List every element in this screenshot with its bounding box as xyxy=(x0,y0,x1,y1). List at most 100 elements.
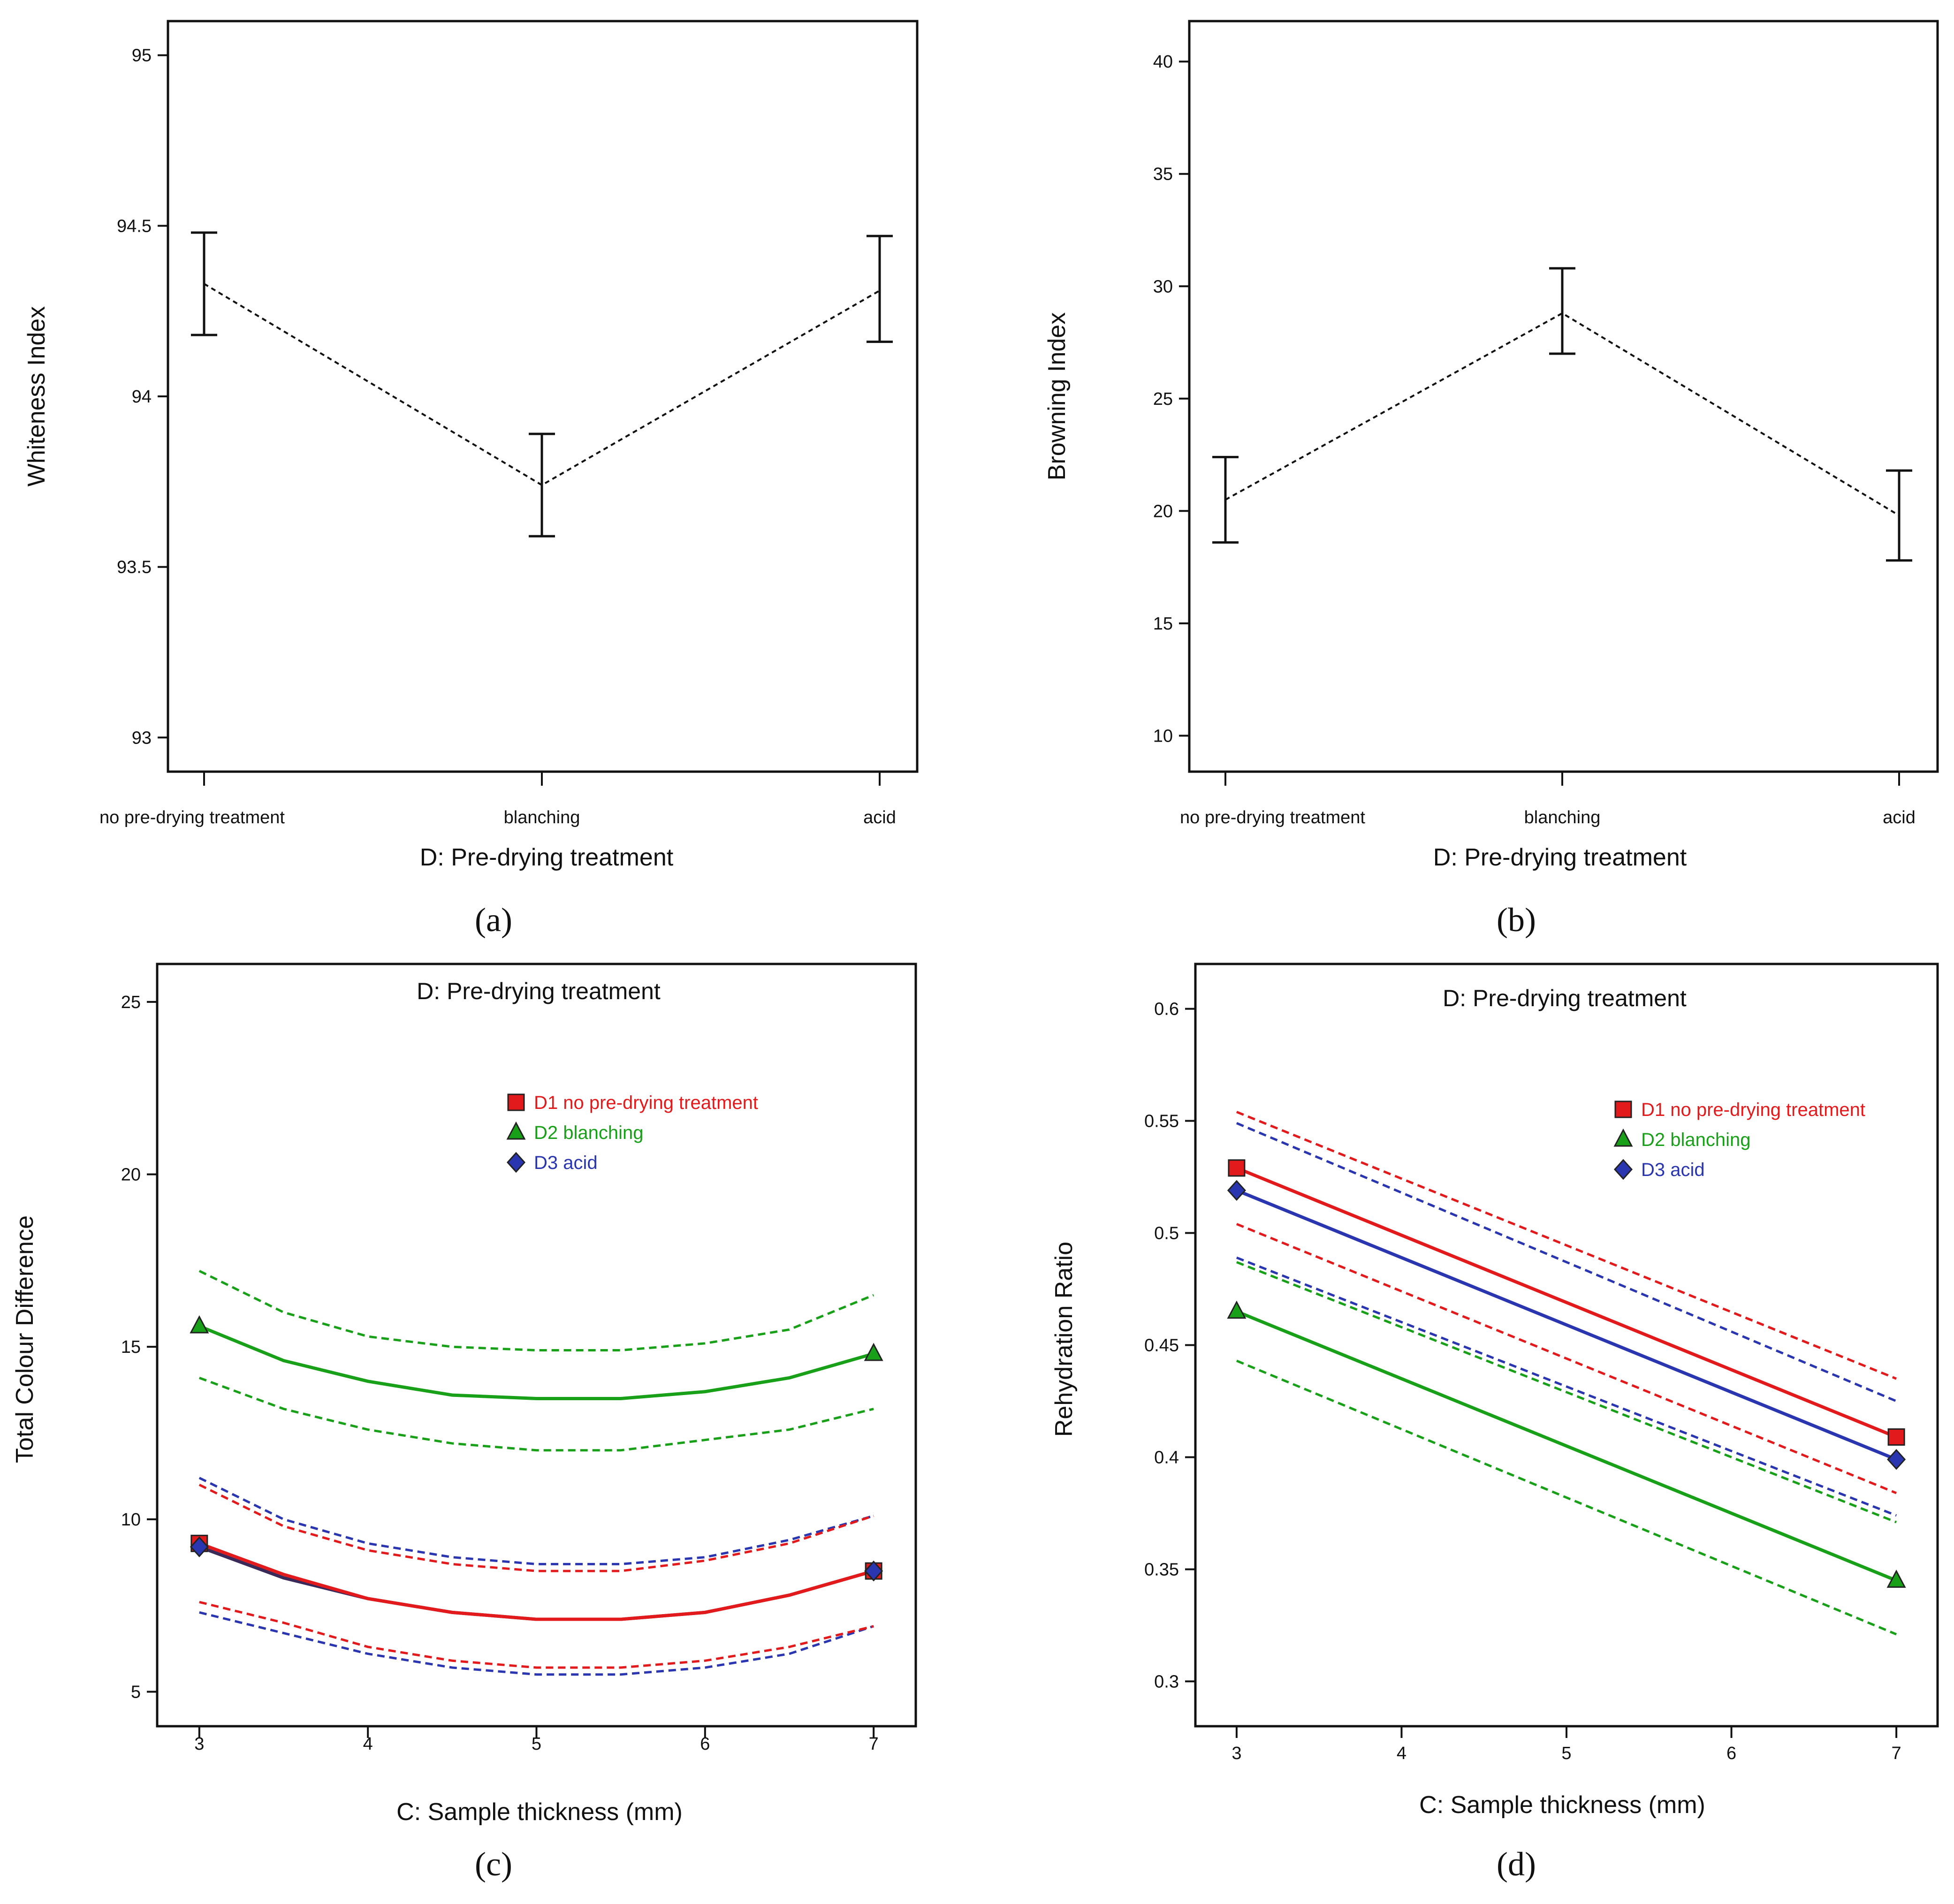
marker-d-diamond xyxy=(1227,1180,1246,1201)
x-tick-label-d: 3 xyxy=(1232,1744,1241,1763)
mean-line-b xyxy=(1225,312,1900,516)
inner-title-c: D: Pre-drying treatment xyxy=(417,978,661,1004)
marker-c-triangle xyxy=(864,1343,883,1361)
x-tick-label-c: 4 xyxy=(363,1734,373,1754)
legend-label-d-red: D1 no pre-drying treatment xyxy=(1641,1100,1865,1120)
x-tick-label-a: blanching xyxy=(504,808,580,827)
legend-label-c-green: D2 blanching xyxy=(534,1123,644,1143)
y-tick-label-d: 0.3 xyxy=(1154,1672,1179,1692)
legend-marker-c-blue xyxy=(506,1152,526,1173)
y-tick-label-d: 0.45 xyxy=(1144,1336,1179,1356)
marker-d-triangle xyxy=(1227,1300,1247,1319)
y-tick-label-a: 93 xyxy=(132,728,152,748)
x-tick-label-c: 3 xyxy=(194,1734,204,1754)
ci-upper-d-green xyxy=(1236,1261,1897,1524)
legend-marker-c-green xyxy=(506,1121,526,1140)
y-tick-label-a: 93.5 xyxy=(117,558,152,577)
y-tick-label-a: 94 xyxy=(132,387,152,407)
y-axis-title-c: Total Colour Difference xyxy=(11,1215,38,1463)
x-tick-label-c: 5 xyxy=(532,1734,541,1754)
ci-upper-c-blue xyxy=(198,1477,874,1565)
ci-upper-c-green xyxy=(198,1270,874,1352)
panel-caption-a: (a) xyxy=(475,901,512,939)
panel-caption-b: (b) xyxy=(1497,901,1536,939)
y-tick-label-d: 0.4 xyxy=(1154,1448,1179,1467)
ci-lower-d-green xyxy=(1236,1359,1897,1636)
legend-marker-d-blue xyxy=(1613,1159,1633,1180)
y-tick-label-b: 15 xyxy=(1153,614,1173,634)
plot-frame-a xyxy=(167,20,919,773)
marker-c-diamond xyxy=(190,1536,209,1557)
legend-label-d-green: D2 blanching xyxy=(1641,1130,1751,1150)
ci-upper-c-red xyxy=(198,1484,874,1572)
plot-frame-c xyxy=(156,963,917,1728)
x-tick-label-c: 7 xyxy=(869,1734,879,1754)
x-tick-label-b: blanching xyxy=(1524,808,1601,827)
mean-line-c-green xyxy=(198,1324,874,1400)
panel-caption-d: (d) xyxy=(1497,1845,1536,1883)
marker-d-diamond xyxy=(1887,1449,1906,1470)
x-axis-title-d: C: Sample thickness (mm) xyxy=(1419,1791,1705,1819)
x-tick-label-d: 7 xyxy=(1892,1744,1901,1763)
y-tick-label-b: 20 xyxy=(1153,501,1173,521)
x-tick-label-b: no pre-drying treatment xyxy=(1180,808,1365,827)
x-tick-label-c: 6 xyxy=(700,1734,710,1754)
y-tick-label-c: 10 xyxy=(121,1510,141,1530)
ci-upper-d-blue xyxy=(1236,1122,1897,1403)
ci-lower-d-blue xyxy=(1236,1256,1897,1517)
mean-line-c-blue xyxy=(198,1545,874,1621)
x-tick-label-b: acid xyxy=(1883,808,1916,827)
y-tick-label-d: 0.5 xyxy=(1154,1224,1179,1244)
mean-line-a xyxy=(203,283,880,486)
x-axis-title-c: C: Sample thickness (mm) xyxy=(396,1798,683,1826)
mean-line-d-red xyxy=(1236,1166,1897,1439)
x-tick-label-d: 5 xyxy=(1561,1744,1571,1763)
legend-label-d-blue: D3 acid xyxy=(1641,1160,1705,1180)
x-axis-title-b: D: Pre-drying treatment xyxy=(1433,844,1687,871)
ci-lower-c-red xyxy=(199,1601,874,1669)
y-tick-label-b: 40 xyxy=(1153,52,1173,72)
y-tick-label-d: 0.6 xyxy=(1154,1000,1179,1019)
y-tick-label-c: 15 xyxy=(121,1337,141,1357)
x-axis-title-a: D: Pre-drying treatment xyxy=(420,844,674,871)
y-tick-label-c: 25 xyxy=(121,993,141,1012)
ci-lower-c-green xyxy=(198,1377,874,1452)
legend-label-c-red: D1 no pre-drying treatment xyxy=(534,1092,758,1113)
ci-lower-d-red xyxy=(1236,1223,1897,1494)
x-tick-label-a: no pre-drying treatment xyxy=(99,808,285,827)
y-tick-label-a: 94.5 xyxy=(117,216,152,236)
y-tick-label-b: 30 xyxy=(1153,277,1173,296)
ci-upper-d-red xyxy=(1236,1111,1897,1380)
panel-caption-c: (c) xyxy=(475,1845,512,1883)
marker-c-triangle xyxy=(190,1315,209,1334)
legend-marker-d-green xyxy=(1613,1128,1633,1147)
y-axis-title-b: Browning Index xyxy=(1043,312,1071,480)
y-tick-label-a: 95 xyxy=(132,46,152,66)
mean-line-d-green xyxy=(1236,1310,1897,1582)
mean-line-c-red xyxy=(198,1542,874,1621)
y-tick-label-d: 0.35 xyxy=(1144,1560,1179,1579)
plot-frame-d xyxy=(1194,963,1939,1728)
y-axis-title-a: Whiteness Index xyxy=(23,306,50,486)
ci-lower-c-blue xyxy=(199,1611,874,1676)
legend-marker-d-red xyxy=(1614,1100,1632,1118)
marker-d-square xyxy=(1228,1159,1246,1177)
legend-label-c-blue: D3 acid xyxy=(534,1153,598,1173)
legend-marker-c-red xyxy=(507,1093,525,1111)
y-tick-label-b: 10 xyxy=(1153,726,1173,746)
y-tick-label-d: 0.55 xyxy=(1144,1112,1179,1131)
y-tick-label-c: 5 xyxy=(131,1682,141,1702)
y-tick-label-b: 25 xyxy=(1153,389,1173,409)
plot-frame-b xyxy=(1188,20,1939,773)
y-tick-label-b: 35 xyxy=(1153,165,1173,184)
x-tick-label-a: acid xyxy=(863,808,896,827)
marker-d-square xyxy=(1887,1428,1905,1446)
marker-c-diamond xyxy=(864,1560,883,1582)
y-axis-title-d: Rehydration Ratio xyxy=(1050,1242,1078,1437)
inner-title-d: D: Pre-drying treatment xyxy=(1443,985,1687,1011)
marker-d-triangle xyxy=(1886,1570,1906,1588)
x-tick-label-d: 4 xyxy=(1397,1744,1407,1763)
mean-line-d-blue xyxy=(1236,1189,1897,1461)
y-tick-label-c: 20 xyxy=(121,1165,141,1185)
